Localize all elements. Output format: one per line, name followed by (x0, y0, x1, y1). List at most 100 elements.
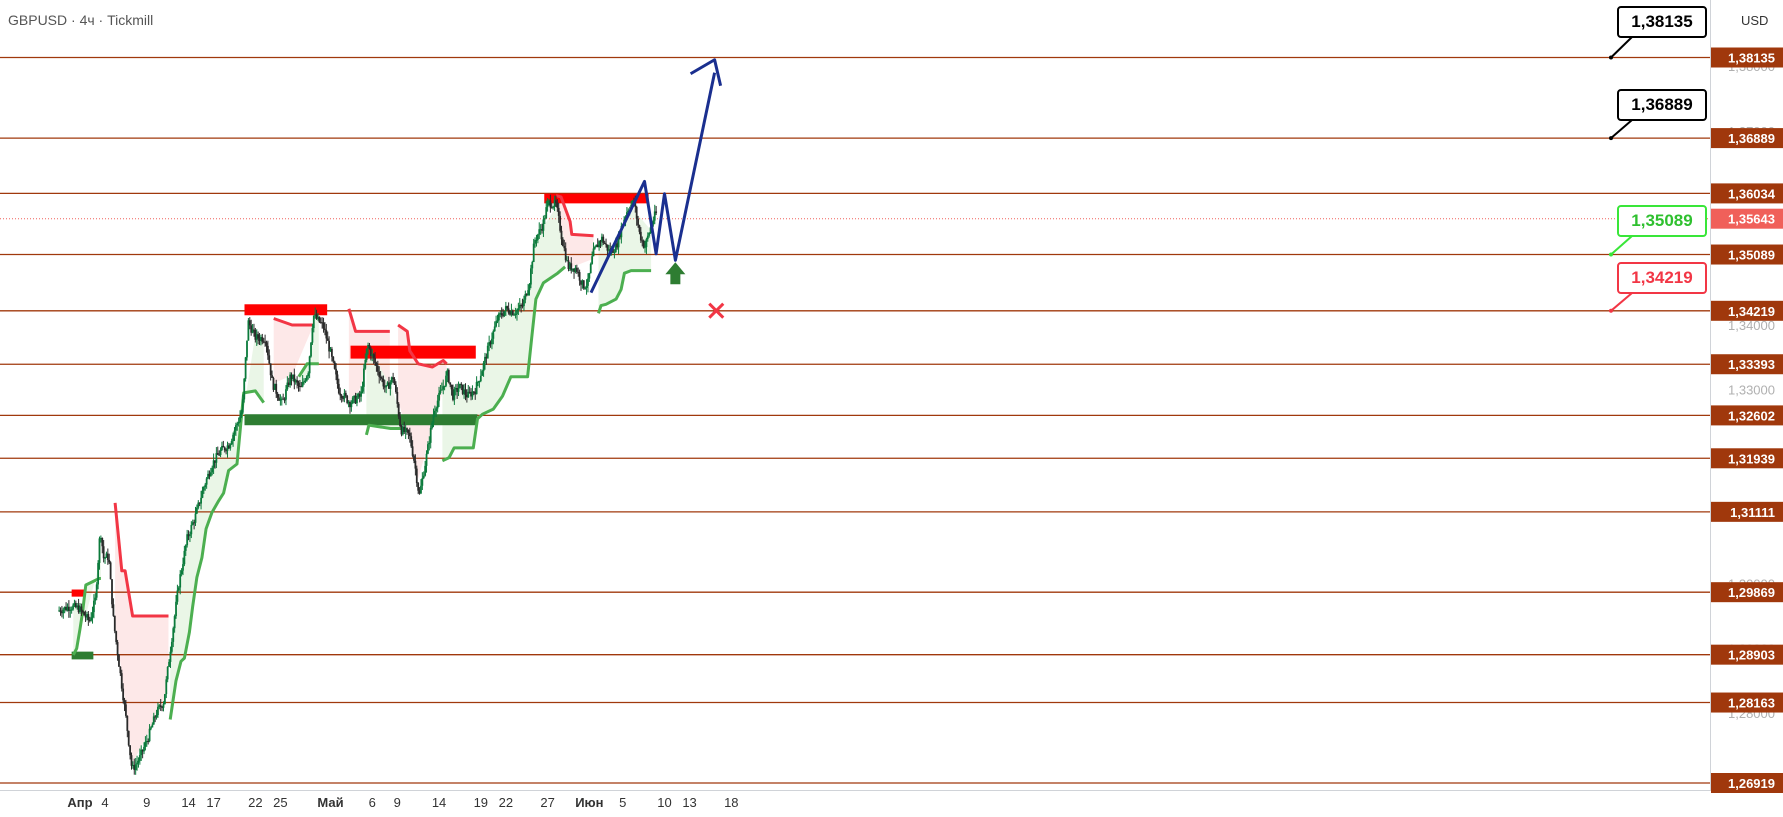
candle-body (339, 393, 342, 396)
candle-body (275, 383, 278, 394)
interval-label[interactable]: 4ч (79, 12, 95, 28)
candle-body (528, 284, 531, 291)
candle-body (317, 316, 319, 319)
candle-body (70, 609, 73, 611)
candle-body (603, 242, 606, 244)
supertrend-up-line (364, 423, 406, 436)
candle-body (376, 365, 379, 372)
candle-body (65, 606, 67, 611)
candle-body (429, 427, 432, 443)
price-axis[interactable]: 1,380001,370001,340001,330001,300001,290… (1711, 0, 1783, 793)
candle-body (108, 559, 111, 563)
level-label-text: 1,38135 (1728, 51, 1775, 66)
candle-body (358, 393, 361, 397)
candle-body (273, 383, 276, 390)
candle-body (371, 354, 374, 356)
candle-body (232, 434, 234, 442)
candle-body (292, 374, 294, 379)
candle-body (452, 389, 454, 400)
candle-body (645, 239, 648, 248)
candle-body (289, 374, 292, 386)
symbol-label[interactable]: GBPUSD (8, 12, 68, 28)
price-tick-label: 1,33000 (1728, 383, 1775, 398)
candle-body (225, 450, 228, 452)
candle-body (194, 513, 197, 523)
candle-body (381, 377, 383, 379)
candle-body (457, 388, 460, 392)
candle-body (163, 694, 166, 705)
time-tick-label: 14 (432, 795, 446, 810)
candle-body (641, 240, 644, 242)
level-label-text: 1,33393 (1728, 357, 1775, 372)
candle-body (99, 538, 102, 540)
candle-body (602, 236, 605, 243)
callout-anchor (1609, 308, 1613, 313)
candle-body (443, 385, 446, 387)
candle-body (248, 320, 251, 326)
level-label-text: 1,31111 (1730, 505, 1775, 520)
candle-body (246, 340, 248, 358)
candle-body (525, 293, 528, 296)
candle-body (141, 749, 144, 752)
candle-body (587, 278, 589, 286)
candle-body (492, 331, 495, 339)
time-axis[interactable]: Апр 4 9 14 17 22 25 Май 6 9 14 19 22 27 Июн 5 10 13 18 (0, 791, 1711, 817)
candle-body (425, 453, 428, 466)
candle-body (134, 764, 137, 770)
supertrend-fills (73, 195, 652, 763)
cross-icon (708, 302, 725, 319)
candle-body (265, 342, 268, 346)
candle-body (559, 215, 562, 231)
candle-body (186, 534, 189, 546)
candle-body (196, 507, 198, 514)
supertrend-up-line (597, 269, 652, 314)
candle-body (98, 538, 101, 563)
candle-body (312, 315, 315, 329)
candle-body (349, 402, 351, 408)
candle-body (504, 306, 507, 311)
candle-body (447, 370, 450, 383)
candle-body (646, 235, 649, 240)
candle-body (428, 442, 431, 445)
candle-body (482, 362, 485, 372)
level-label-box (1711, 773, 1783, 793)
candle-body (518, 304, 521, 309)
candle-body (180, 570, 183, 575)
candle-body (74, 602, 77, 608)
candle-body (354, 395, 357, 404)
candle-body (410, 436, 413, 447)
candle-body (59, 610, 62, 613)
candle-body (150, 727, 152, 729)
candle-body (278, 397, 280, 401)
candle-body (120, 673, 123, 689)
candle-body (596, 244, 599, 248)
candle-body (486, 345, 489, 359)
candle-body (545, 207, 548, 219)
candle-body (553, 200, 556, 207)
time-tick-label: 6 (369, 795, 376, 810)
candle-body (94, 597, 97, 601)
candle-body (109, 562, 112, 580)
candle-body (251, 329, 254, 333)
candle-body (84, 615, 87, 618)
candle-body (86, 614, 88, 618)
candle-body (326, 338, 329, 341)
candle-body (303, 381, 305, 383)
candle-body (639, 231, 642, 241)
candle-body (159, 705, 162, 707)
candle-body (182, 564, 184, 571)
candle-body (573, 268, 575, 272)
candle-body (415, 468, 418, 484)
candle-body (383, 386, 386, 388)
candle-body (449, 382, 452, 385)
candle-body (563, 246, 566, 249)
candle-body (198, 502, 201, 504)
candle-body (372, 354, 375, 358)
candle-body (491, 338, 493, 345)
candle-body (479, 375, 482, 382)
candle-body (652, 220, 655, 225)
candle-body (350, 403, 353, 408)
supertrend-fill (442, 205, 566, 461)
